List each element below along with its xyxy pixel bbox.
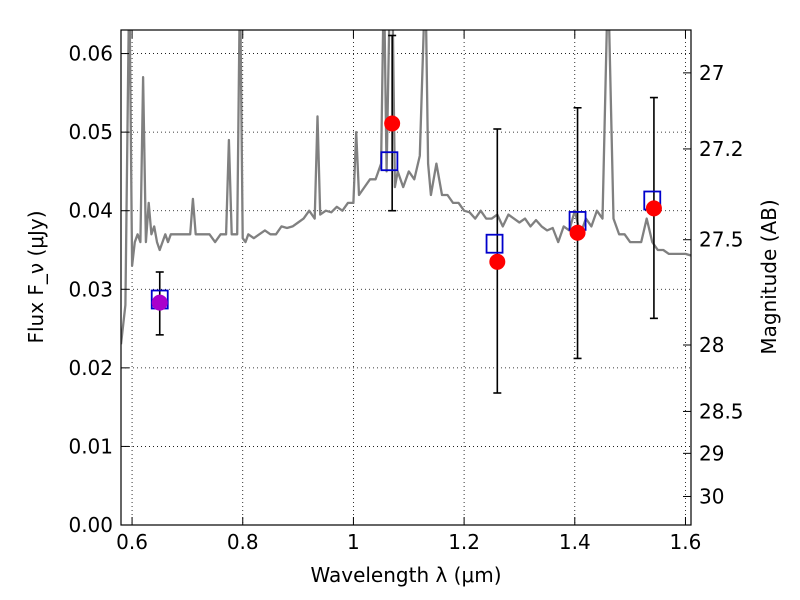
x-tick-label: 0.8 xyxy=(227,530,259,554)
observed-flux-point xyxy=(645,200,662,217)
model-photometry-square xyxy=(485,233,504,254)
y-axis-label: Flux F_ν (μJy) xyxy=(24,210,48,343)
observed-flux-point xyxy=(489,253,506,270)
axes: 0.6 0.8 1 1.2 1.4 1.6 0.00 0.01 0.02 0.03 0.04 0.05… xyxy=(68,30,744,554)
y-tick-label: 0.00 xyxy=(68,513,113,537)
x-tick-label: 1.2 xyxy=(448,530,480,554)
y-tick-label: 0.01 xyxy=(68,434,113,458)
y2-tick-label: 29 xyxy=(699,441,724,465)
x-axis-label: Wavelength λ (μm) xyxy=(310,563,501,587)
y-tick-label: 0.02 xyxy=(68,356,113,380)
y-tick-label: 0.05 xyxy=(68,120,113,144)
plot-background xyxy=(121,30,691,525)
observed-flux-point xyxy=(151,294,168,311)
model-photometry-square xyxy=(380,151,399,172)
x-tick-label: 0.6 xyxy=(116,530,148,554)
x-tick-label: 1.4 xyxy=(559,530,591,554)
x-tick-label: 1.6 xyxy=(670,530,702,554)
y2-tick-label: 30 xyxy=(699,484,724,508)
y-tick-label: 0.04 xyxy=(68,199,113,223)
observed-flux-point xyxy=(384,115,401,132)
y-tick-label: 0.03 xyxy=(68,277,113,301)
y2-tick-label: 28.5 xyxy=(699,399,744,423)
y2-axis-label: Magnitude (AB) xyxy=(757,199,781,354)
y2-tick-label: 27.2 xyxy=(699,137,744,161)
plot-frame xyxy=(120,29,692,526)
observed-flux-point xyxy=(569,224,586,241)
y2-tick-label: 27 xyxy=(699,61,724,85)
y2-tick-label: 28 xyxy=(699,333,724,357)
y2-tick-label: 27.5 xyxy=(699,228,744,252)
errorbar-layer xyxy=(150,34,662,394)
x-tick-label: 1 xyxy=(347,530,360,554)
y-tick-label: 0.06 xyxy=(68,42,113,66)
